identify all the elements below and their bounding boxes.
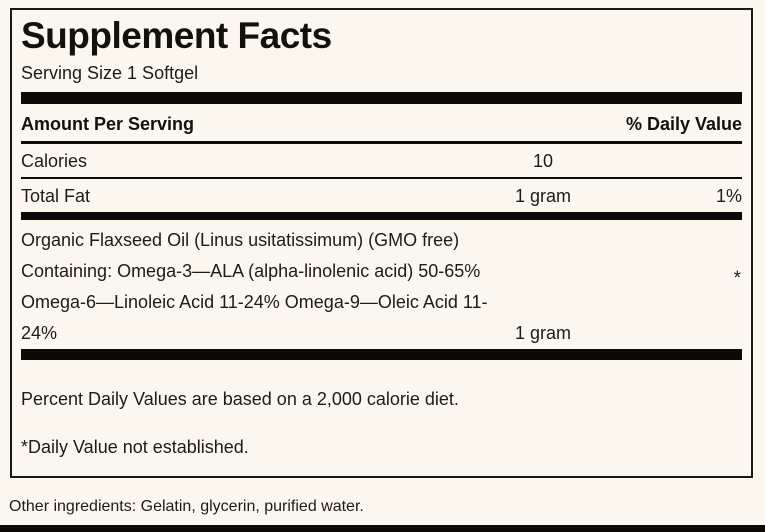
divider-bar-top (21, 92, 742, 104)
supplement-facts-panel: Supplement Facts Serving Size 1 Softgel … (10, 8, 753, 478)
ingredient-amount: 1 gram (514, 323, 572, 343)
nutrient-amount: 1 gram (514, 186, 572, 206)
ingredient-line: Omega-6—Linoleic Acid 11-24% Omega-9—Ole… (21, 292, 488, 312)
ingredient-line-text: 24% (21, 323, 58, 343)
amount-per-serving-header: Amount Per Serving (21, 114, 195, 134)
column-header-row: Amount Per Serving % Daily Value (21, 104, 742, 141)
divider-bar-middle (21, 212, 742, 220)
serving-size: Serving Size 1 Softgel (21, 63, 199, 83)
nutrient-amount: 10 (532, 151, 554, 171)
ingredient-line: Organic Flaxseed Oil (Linus usitatissimu… (21, 230, 460, 250)
footnote-daily-values: Percent Daily Values are based on a 2,00… (21, 389, 459, 409)
nutrient-name: Total Fat (21, 186, 91, 206)
nutrient-dv: 1% (715, 186, 742, 206)
daily-value-asterisk: * (733, 268, 741, 289)
other-ingredients: Other ingredients: Gelatin, glycerin, pu… (9, 498, 364, 515)
footnote-not-established: *Daily Value not established. (21, 437, 249, 457)
divider-bar-bottom (21, 349, 742, 360)
table-row-calories: Calories 10 (21, 144, 742, 177)
table-row-flaxseed-oil: Organic Flaxseed Oil (Linus usitatissimu… (21, 220, 742, 349)
divider-rule-header (21, 141, 742, 144)
panel-title: Supplement Facts (21, 15, 332, 56)
table-row-total-fat: Total Fat 1 gram 1% (21, 179, 742, 212)
ingredient-line: Containing: Omega-3—ALA (alpha-linolenic… (21, 261, 481, 281)
bottom-edge-bar (0, 525, 765, 532)
divider-rule-calories (21, 177, 742, 179)
nutrient-name: Calories (21, 151, 88, 171)
ingredient-line: 24% 1 gram (21, 318, 742, 349)
percent-daily-value-header: % Daily Value (625, 114, 742, 134)
